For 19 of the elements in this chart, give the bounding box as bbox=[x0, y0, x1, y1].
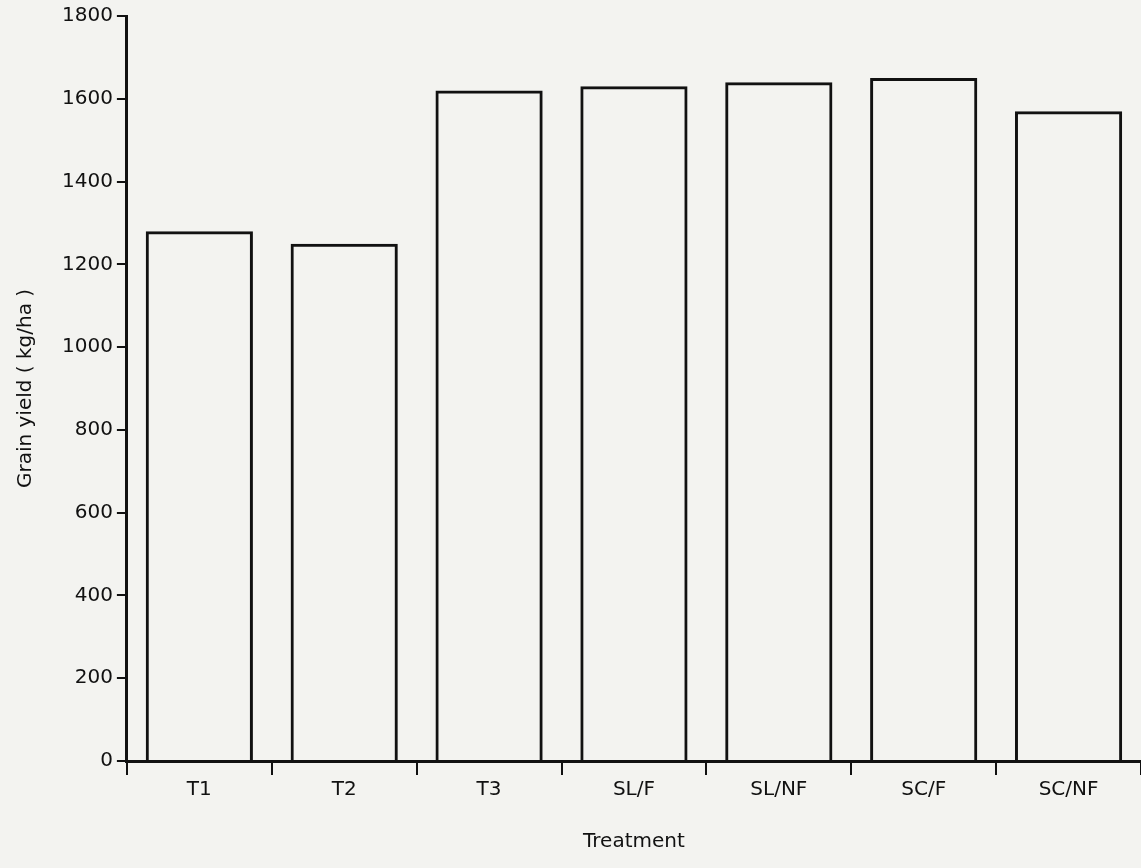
y-tick-label: 1600 bbox=[61, 84, 113, 109]
y-tick-label: 200 bbox=[74, 664, 113, 689]
y-tick-label: 1400 bbox=[61, 167, 113, 192]
x-axis-title: Treatment bbox=[582, 828, 685, 853]
x-tick-label: SC/F bbox=[901, 776, 947, 801]
y-axis-title: Grain yield ( kg/ha ) bbox=[12, 288, 37, 489]
x-tick-label: T2 bbox=[330, 776, 357, 801]
x-tick-label: SL/NF bbox=[750, 776, 808, 801]
x-tick-label: SL/F bbox=[612, 776, 655, 801]
x-tick-label: T1 bbox=[185, 776, 212, 801]
y-tick-label: 600 bbox=[74, 498, 113, 523]
y-tick-label: 800 bbox=[74, 416, 113, 441]
x-tick-label: SC/NF bbox=[1038, 776, 1099, 801]
y-tick-label: 1200 bbox=[61, 250, 113, 275]
y-tick-label: 1000 bbox=[61, 333, 113, 358]
x-tick-label: T3 bbox=[475, 776, 502, 801]
y-tick-label: 0 bbox=[100, 747, 113, 772]
y-tick-label: 1800 bbox=[61, 2, 113, 27]
y-tick-label: 400 bbox=[74, 581, 113, 606]
